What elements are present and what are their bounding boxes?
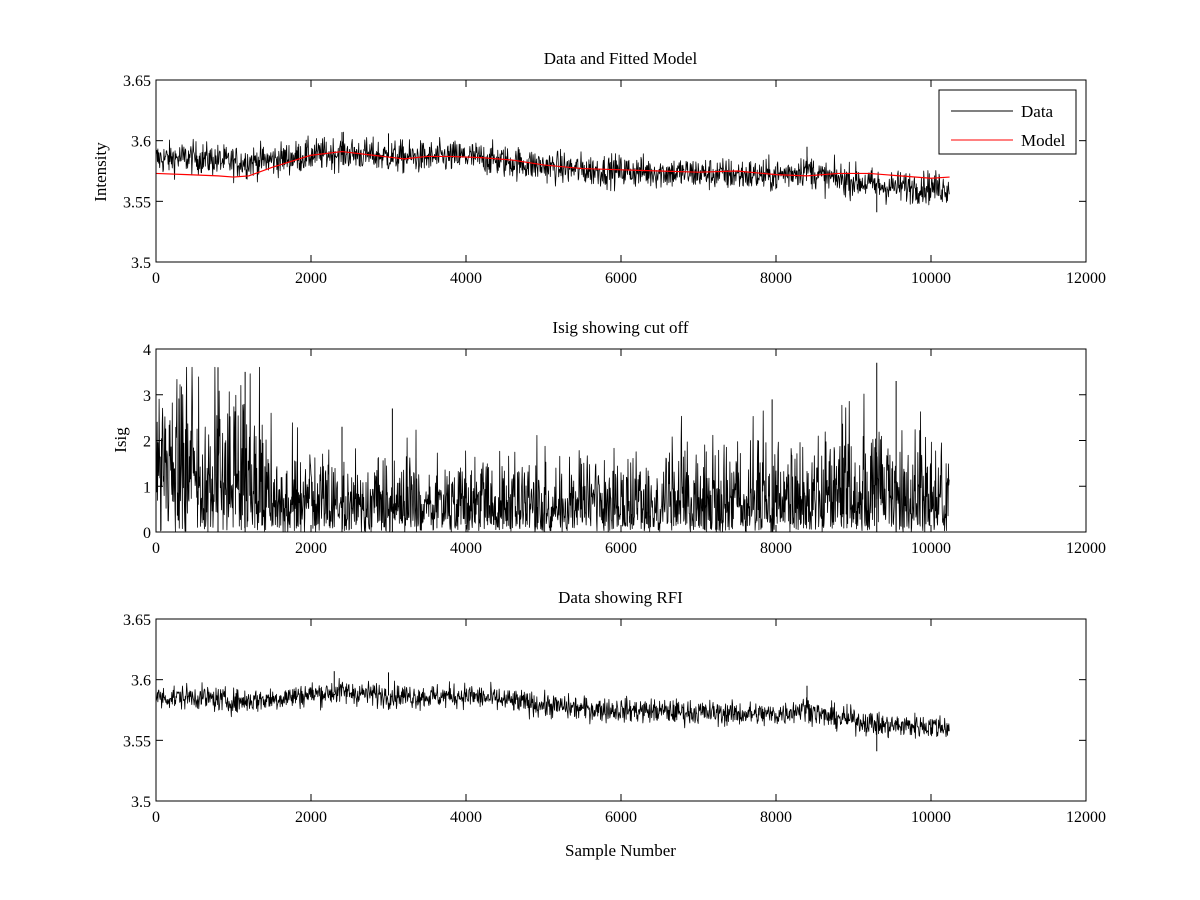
x-tick-label: 6000	[605, 540, 637, 557]
subplot-3-plot-area	[155, 671, 950, 752]
y-tick-label: 2	[143, 434, 151, 451]
x-tick-label: 10000	[911, 809, 951, 826]
y-tick-label: 3.5	[131, 255, 151, 272]
x-tick-label: 12000	[1066, 270, 1106, 287]
subplot-2-ticks: 0 2000 4000 6000 8000 10000 12000 0 1 2 3 4	[143, 342, 1106, 557]
subplot-3-ticks: 0 2000 4000 6000 8000 10000 12000 3.5 3.55 3.6 3.6…	[123, 612, 1106, 826]
series-line-isig	[155, 366, 950, 533]
series-line-data	[155, 678, 950, 739]
subplot-isig-showing-cut-off: Isig showing cut off Isig 0 2000 4000 6000 8…	[111, 318, 1106, 557]
subplot-1-ylabel: Intensity	[91, 142, 110, 202]
x-tick-label: 2000	[295, 270, 327, 287]
x-tick-label: 6000	[605, 270, 637, 287]
subplot-2-axes-frame	[155, 348, 1087, 533]
legend-entry-data: Data	[1021, 102, 1054, 121]
subplot-3-axes-frame	[155, 618, 1087, 802]
subplot-1-ticks: 0 2000 4000 6000 8000 10000 12000 3.5 3.55 3.6 3.6…	[123, 73, 1106, 287]
subplot-2-plot-area	[155, 362, 950, 533]
x-tick-label: 4000	[450, 540, 482, 557]
x-tick-label: 10000	[911, 540, 951, 557]
x-tick-label: 0	[152, 540, 160, 557]
x-tick-label: 0	[152, 809, 160, 826]
y-tick-label: 3.55	[123, 733, 151, 750]
x-tick-label: 6000	[605, 809, 637, 826]
subplot-2-title: Isig showing cut off	[552, 318, 688, 337]
series-line-model	[155, 150, 950, 179]
x-tick-label: 8000	[760, 540, 792, 557]
y-tick-label: 3.65	[123, 73, 151, 90]
y-tick-label: 3.5	[131, 794, 151, 811]
series-line-data	[155, 131, 950, 206]
y-tick-label: 3	[143, 388, 151, 405]
subplot-1-title: Data and Fitted Model	[544, 49, 698, 68]
x-tick-label: 10000	[911, 270, 951, 287]
y-tick-label: 3.6	[131, 134, 151, 151]
subplot-3-title: Data showing RFI	[558, 588, 683, 607]
subplot-data-and-fitted-model: Data and Fitted Model Intensity 0 2000 400…	[91, 49, 1106, 287]
subplot-2-ylabel: Isig	[111, 427, 130, 453]
subplot-1-legend: Data Model	[938, 89, 1077, 155]
y-tick-label: 0	[143, 525, 151, 542]
subplot-3-xlabel: Sample Number	[565, 841, 676, 860]
y-tick-label: 3.65	[123, 612, 151, 629]
x-tick-label: 12000	[1066, 540, 1106, 557]
x-tick-label: 4000	[450, 809, 482, 826]
x-tick-label: 2000	[295, 809, 327, 826]
x-tick-label: 8000	[760, 270, 792, 287]
x-tick-label: 8000	[760, 809, 792, 826]
x-tick-label: 12000	[1066, 809, 1106, 826]
x-tick-label: 4000	[450, 270, 482, 287]
y-tick-label: 4	[143, 342, 151, 359]
y-tick-label: 1	[143, 479, 151, 496]
x-tick-label: 2000	[295, 540, 327, 557]
subplot-data-showing-rfi: Data showing RFI Sample Number 0 2000 4000…	[123, 588, 1106, 860]
x-tick-label: 0	[152, 270, 160, 287]
y-tick-label: 3.55	[123, 194, 151, 211]
y-tick-label: 3.6	[131, 673, 151, 690]
legend-box	[938, 89, 1077, 155]
subplot-1-axes-frame	[155, 79, 1087, 263]
subplot-1-plot-area	[155, 131, 950, 213]
legend-entry-model: Model	[1021, 131, 1066, 150]
